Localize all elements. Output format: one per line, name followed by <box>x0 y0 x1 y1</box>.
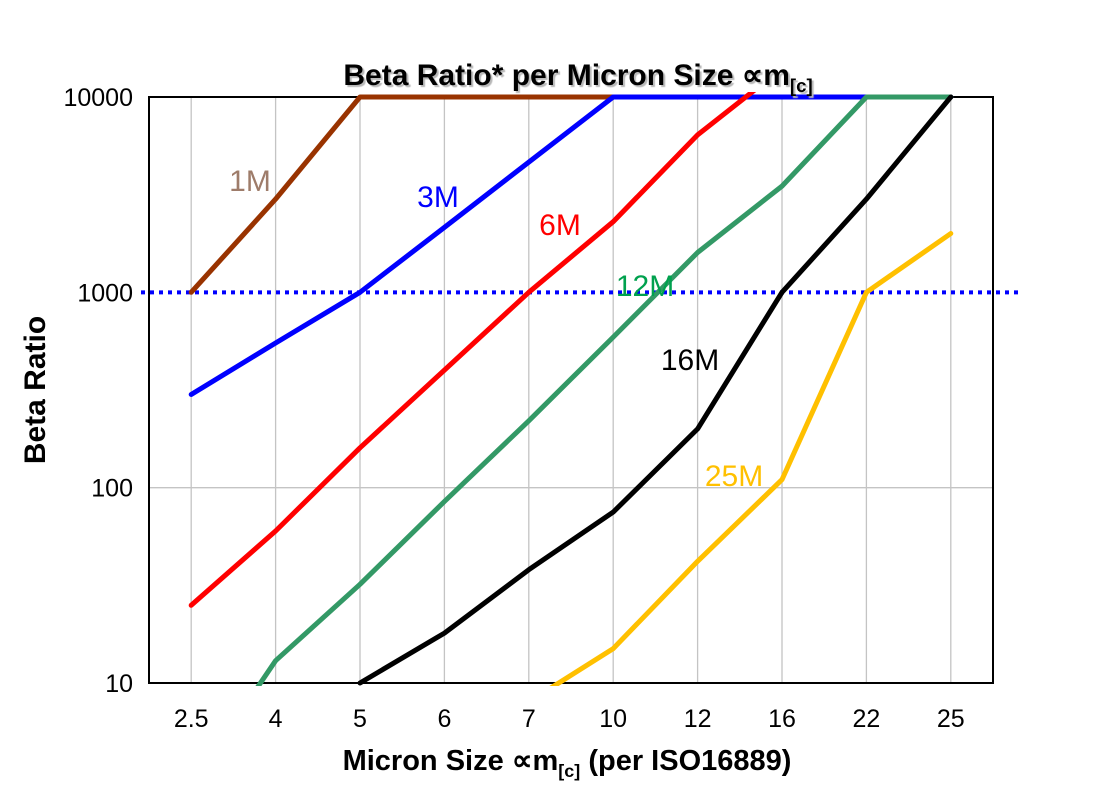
y-tick-label: 1000 <box>77 279 133 307</box>
y-tick-label: 100 <box>91 475 133 503</box>
series-label-6M: 6M <box>539 209 581 242</box>
x-axis-title-subscript: [c] <box>558 760 581 781</box>
x-tick-label: 4 <box>269 705 283 733</box>
series-line-16M <box>357 94 954 686</box>
x-axis-title-symbol: ∝m <box>511 745 559 777</box>
chart-title: Beta Ratio* per Micron Size ∝m[c] <box>343 58 812 97</box>
x-tick-label: 2.5 <box>174 705 209 733</box>
x-tick-label: 16 <box>768 705 796 733</box>
x-tick-label: 5 <box>353 705 367 733</box>
y-tick-label: 10 <box>105 670 133 698</box>
chart-title-subscript: [c] <box>789 75 813 96</box>
x-axis-title-text: Micron Size <box>342 745 512 777</box>
series-line-12M <box>255 94 954 686</box>
series-label-25M: 25M <box>704 460 764 493</box>
x-tick-label: 10 <box>599 705 627 733</box>
x-tick-label: 6 <box>437 705 451 733</box>
series-line-3M <box>188 94 954 397</box>
series-line-6M <box>188 92 757 608</box>
x-tick-label: 12 <box>684 705 712 733</box>
x-axis-title: Micron Size ∝m[c] (per ISO16889) <box>343 743 792 782</box>
x-tick-label: 7 <box>522 705 536 733</box>
x-tick-label: 22 <box>852 705 880 733</box>
series-label-16M: 16M <box>660 344 720 377</box>
series-label-12M: 12M <box>615 270 675 303</box>
series-label-3M: 3M <box>417 181 459 214</box>
series-label-1M: 1M <box>229 165 271 198</box>
chart-title-symbol: ∝m <box>741 59 790 92</box>
y-tick-label: 10000 <box>63 84 133 112</box>
x-axis-title-suffix: (per ISO16889) <box>580 745 792 777</box>
x-tick-label: 25 <box>937 705 965 733</box>
y-axis-title: Beta Ratio <box>19 315 52 465</box>
series-line-25M <box>549 231 954 686</box>
chart-title-text: Beta Ratio* per Micron Size <box>343 59 742 92</box>
